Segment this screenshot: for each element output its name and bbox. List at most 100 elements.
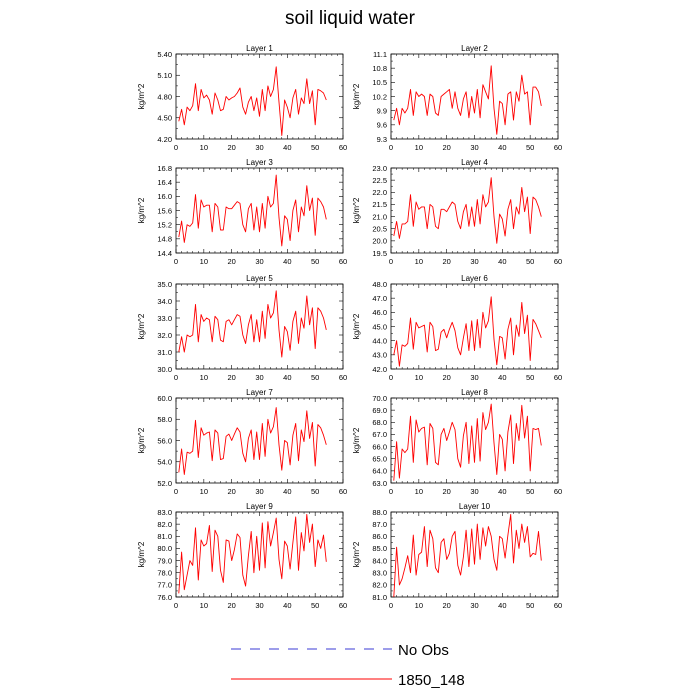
y-tick-label: 14.4 (157, 249, 172, 258)
x-tick-label: 40 (283, 143, 291, 152)
x-tick-label: 60 (339, 601, 347, 610)
y-tick-label: 9.3 (377, 135, 387, 144)
panel-layer-3: Layer 3 kg/m^2 0 10 20 30 40 50 60 14.4 14.8 15.2 15… (137, 158, 347, 266)
y-axis-label: kg/m^2 (352, 313, 361, 339)
y-tick-label: 58.0 (157, 415, 172, 424)
x-tick-label: 30 (470, 487, 478, 496)
x-tick-label: 20 (442, 487, 450, 496)
y-tick-label: 43.0 (372, 351, 387, 360)
y-tick-label: 33.0 (157, 314, 172, 323)
y-tick-label: 20.0 (372, 237, 387, 246)
x-tick-label: 10 (415, 487, 423, 496)
y-tick-label: 87.0 (372, 520, 387, 529)
x-tick-label: 20 (442, 257, 450, 266)
x-tick-label: 0 (174, 143, 178, 152)
y-axis-label: kg/m^2 (137, 197, 146, 223)
y-tick-label: 63.0 (372, 479, 387, 488)
y-tick-label: 84.0 (372, 556, 387, 565)
series-line-1850-148 (393, 403, 542, 481)
y-tick-label: 69.0 (372, 406, 387, 415)
y-tick-label: 66.0 (372, 442, 387, 451)
x-tick-label: 30 (255, 143, 263, 152)
y-tick-label: 16.8 (157, 164, 172, 173)
panel-title: Layer 8 (461, 388, 488, 397)
x-tick-label: 50 (311, 601, 319, 610)
x-tick-label: 0 (389, 487, 393, 496)
y-tick-label: 5.10 (157, 71, 172, 80)
y-tick-label: 9.6 (377, 121, 387, 130)
y-tick-label: 85.0 (372, 544, 387, 553)
x-tick-label: 60 (554, 373, 562, 382)
x-tick-label: 30 (470, 373, 478, 382)
series-line-1850-148 (178, 66, 327, 136)
y-tick-label: 23.0 (372, 164, 387, 173)
y-axis-label: kg/m^2 (352, 83, 361, 109)
series-line-1850-148 (393, 65, 542, 135)
x-tick-label: 0 (174, 601, 178, 610)
x-tick-label: 0 (174, 373, 178, 382)
x-tick-label: 10 (200, 487, 208, 496)
y-tick-label: 44.0 (372, 336, 387, 345)
panel-title: Layer 1 (246, 44, 273, 53)
legend-item-1850-148: 1850_148 (231, 672, 465, 689)
x-tick-label: 20 (227, 601, 235, 610)
x-tick-label: 10 (415, 257, 423, 266)
y-tick-label: 60.0 (157, 394, 172, 403)
y-tick-label: 81.0 (157, 532, 172, 541)
panel-layer-6: Layer 6 kg/m^2 0 10 20 30 40 50 60 42.0 43.0 44.0 45… (352, 274, 562, 382)
y-tick-label: 20.5 (372, 225, 387, 234)
y-tick-label: 4.20 (157, 135, 172, 144)
x-tick-label: 0 (389, 143, 393, 152)
series-line-1850-148 (178, 290, 327, 358)
y-tick-label: 16.0 (157, 192, 172, 201)
y-tick-label: 67.0 (372, 430, 387, 439)
x-tick-label: 40 (498, 487, 506, 496)
panel-title: Layer 9 (246, 502, 273, 511)
x-tick-label: 10 (200, 373, 208, 382)
y-tick-label: 30.0 (157, 365, 172, 374)
y-tick-label: 14.8 (157, 235, 172, 244)
y-tick-label: 56.0 (157, 436, 172, 445)
chart-title: soil liquid water (285, 8, 415, 29)
y-tick-label: 22.0 (372, 188, 387, 197)
y-tick-label: 32.0 (157, 331, 172, 340)
y-axis-label: kg/m^2 (137, 541, 146, 567)
y-tick-label: 10.5 (372, 78, 387, 87)
x-tick-label: 10 (415, 143, 423, 152)
panel-title: Layer 7 (246, 388, 273, 397)
y-tick-label: 81.0 (372, 593, 387, 602)
y-axis-label: kg/m^2 (352, 541, 361, 567)
x-tick-label: 30 (255, 601, 263, 610)
y-tick-label: 9.9 (377, 106, 387, 115)
y-tick-label: 82.0 (372, 581, 387, 590)
x-tick-label: 40 (283, 601, 291, 610)
panel-layer-1: Layer 1 kg/m^2 0 10 20 30 40 50 60 4.20 4.50 4.80 5.… (137, 44, 347, 152)
x-tick-label: 10 (200, 143, 208, 152)
panel-title: Layer 4 (461, 158, 488, 167)
y-tick-label: 31.0 (157, 348, 172, 357)
x-tick-label: 0 (389, 373, 393, 382)
y-tick-label: 16.4 (157, 178, 172, 187)
y-tick-label: 83.0 (157, 508, 172, 517)
x-tick-label: 20 (442, 601, 450, 610)
x-tick-label: 10 (415, 601, 423, 610)
y-tick-label: 52.0 (157, 479, 172, 488)
x-tick-label: 40 (283, 373, 291, 382)
y-tick-label: 48.0 (372, 280, 387, 289)
panel-title: Layer 10 (459, 502, 491, 511)
x-tick-label: 20 (442, 143, 450, 152)
x-tick-label: 0 (174, 487, 178, 496)
y-tick-label: 82.0 (157, 520, 172, 529)
x-tick-label: 60 (339, 257, 347, 266)
y-tick-label: 21.5 (372, 200, 387, 209)
panel-title: Layer 5 (246, 274, 273, 283)
x-tick-label: 50 (526, 373, 534, 382)
x-tick-label: 40 (498, 601, 506, 610)
x-tick-label: 50 (311, 487, 319, 496)
x-tick-label: 10 (200, 601, 208, 610)
y-axis-label: kg/m^2 (137, 83, 146, 109)
y-tick-label: 4.50 (157, 114, 172, 123)
y-tick-label: 35.0 (157, 280, 172, 289)
y-tick-label: 83.0 (372, 569, 387, 578)
y-axis-label: kg/m^2 (137, 427, 146, 453)
